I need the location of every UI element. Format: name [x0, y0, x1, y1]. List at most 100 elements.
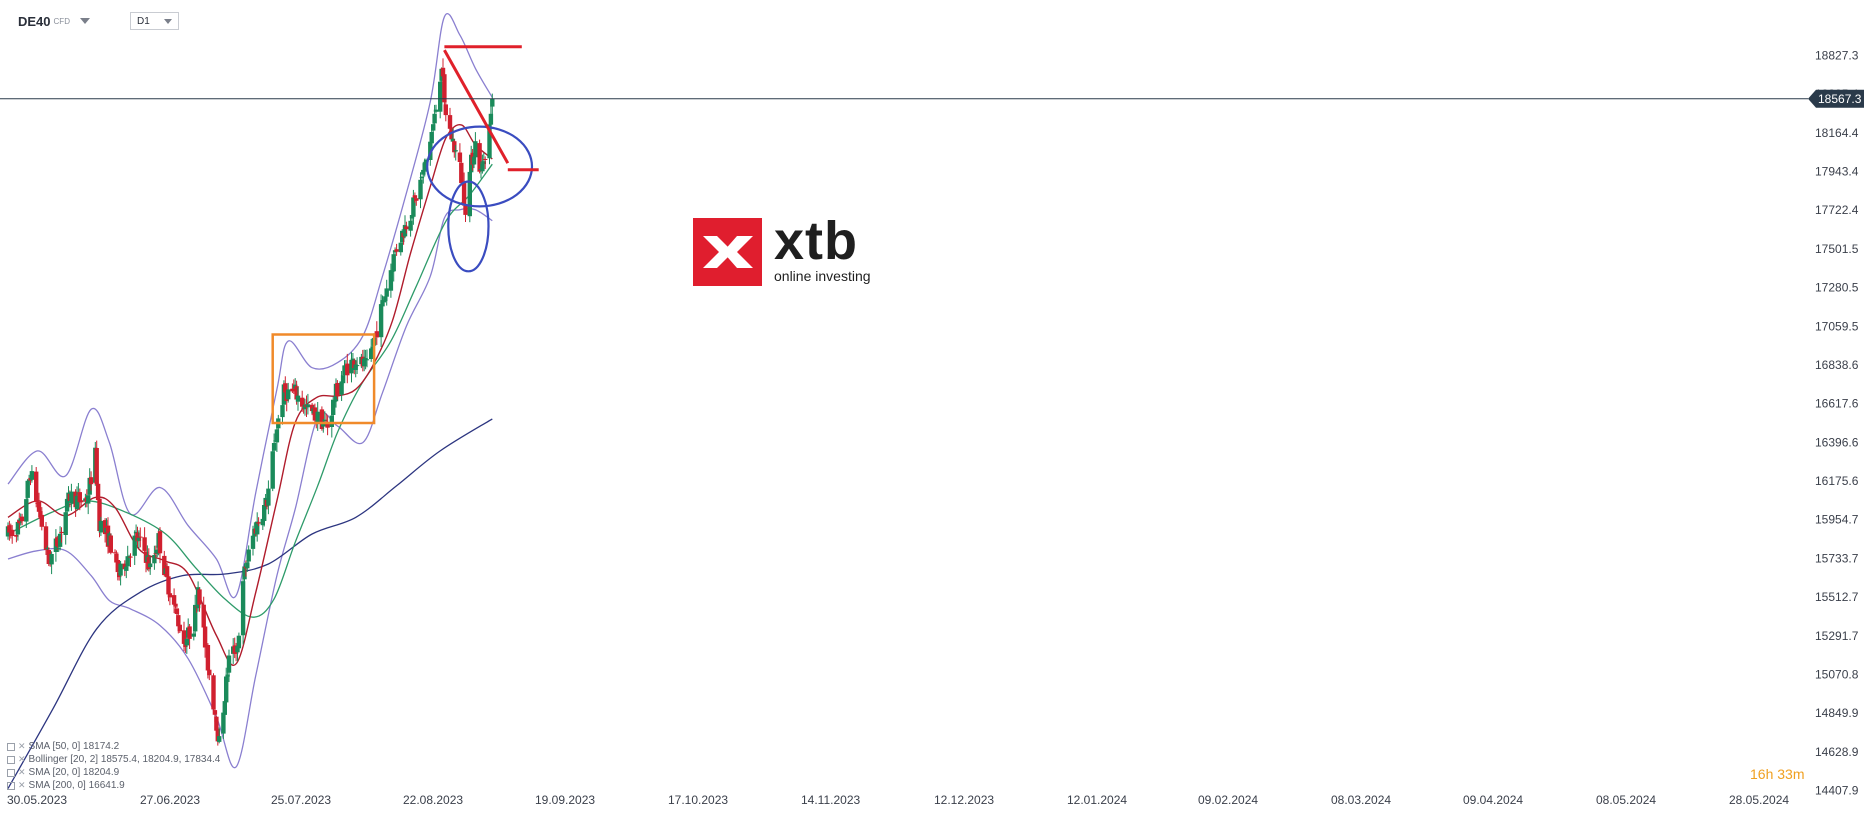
candle-body — [128, 556, 133, 558]
close-icon[interactable]: ✕ — [18, 780, 26, 790]
candle-body — [483, 159, 488, 160]
candle-body — [10, 529, 15, 536]
candle-up — [473, 132, 478, 162]
y-tick-label: 17943.4 — [1815, 165, 1859, 179]
y-tick-label: 15070.8 — [1815, 667, 1859, 681]
indicator-settings-icon[interactable] — [7, 781, 15, 790]
symbol-tag: CFD — [53, 16, 70, 26]
indicator-legend: ✕ SMA [50, 0] 18174.2 ✕ Bollinger [20, 2] … — [7, 740, 220, 792]
candle-up — [191, 631, 196, 641]
chevron-down-icon — [163, 18, 172, 24]
x-tick-label: 12.01.2024 — [1067, 793, 1127, 807]
candle-body — [374, 331, 379, 338]
candle-body — [142, 537, 147, 551]
legend-item[interactable]: ✕ SMA [200, 0] 16641.9 — [7, 779, 220, 792]
candle-body — [69, 491, 74, 504]
candle-body — [353, 364, 358, 370]
candle-up — [25, 478, 30, 502]
candle-body — [162, 555, 167, 576]
indicator-settings-icon[interactable] — [7, 768, 15, 777]
candles — [5, 58, 495, 746]
candle-body — [402, 225, 408, 237]
candle-body — [59, 531, 64, 534]
close-icon[interactable]: ✕ — [18, 767, 26, 777]
logo-mark-icon — [693, 218, 762, 286]
candle-body — [271, 443, 277, 451]
indicator-settings-icon[interactable] — [7, 742, 15, 751]
candle-body — [440, 67, 446, 77]
legend-label: Bollinger [20, 2] 18575.4, 18204.9, 1783… — [28, 754, 221, 765]
logo-word: xtb — [774, 211, 858, 271]
close-icon[interactable]: ✕ — [18, 741, 26, 751]
candle-down — [10, 525, 15, 544]
candle-body — [432, 113, 437, 124]
candle-up — [255, 512, 260, 542]
candle-down — [167, 588, 173, 606]
candle-up — [217, 727, 222, 744]
candle-up — [481, 152, 486, 172]
timeframe-select[interactable]: D1 — [129, 12, 179, 30]
x-tick-label: 28.05.2024 — [1729, 793, 1789, 807]
candle-up — [271, 433, 277, 458]
candle-down — [59, 527, 64, 543]
candle-body — [266, 488, 271, 506]
candle-down — [88, 471, 94, 491]
candle-down — [177, 615, 182, 633]
candle-body — [45, 547, 50, 549]
xtb-logo: xtb online investing — [693, 211, 871, 286]
candle-body — [34, 471, 39, 503]
y-tick-label: 17059.5 — [1815, 319, 1859, 333]
candle-body — [155, 549, 160, 554]
candle-body — [174, 608, 180, 614]
x-tick-label: 25.07.2023 — [271, 793, 331, 807]
candle-body — [281, 384, 287, 405]
candle-body — [473, 141, 478, 158]
candle-body — [459, 162, 464, 184]
candle-up — [132, 530, 137, 565]
candle-up — [467, 167, 472, 223]
indicator-settings-icon[interactable] — [7, 755, 15, 764]
chart-toolbar: DE40 CFD D1 — [18, 10, 179, 32]
candle-body — [408, 220, 413, 231]
symbol-label: DE40 — [18, 13, 51, 29]
y-tick-label: 17722.4 — [1815, 203, 1859, 217]
candle-down — [34, 467, 39, 508]
candle-up — [224, 667, 229, 707]
candle-down — [394, 243, 399, 256]
candle-up — [432, 104, 437, 129]
candle-body — [421, 169, 426, 175]
candle-body — [157, 531, 163, 554]
highlight-ellipse — [447, 180, 490, 273]
candle-body — [335, 383, 340, 397]
candle-body — [38, 511, 43, 518]
candle-body — [242, 566, 247, 580]
candle-down — [108, 533, 113, 555]
candle-up — [429, 129, 434, 145]
candle-body — [221, 712, 226, 734]
candle-body — [246, 549, 251, 562]
candle-body — [438, 81, 443, 112]
price-badge-bg — [1808, 89, 1864, 108]
symbol-dropdown-icon[interactable] — [79, 18, 90, 24]
y-tick-label: 16396.6 — [1815, 435, 1859, 449]
candle-body — [222, 701, 227, 715]
candle-down — [374, 321, 379, 345]
candle-body — [217, 736, 222, 742]
candle-body — [56, 548, 61, 550]
candle-body — [36, 502, 42, 512]
candle-body — [108, 535, 113, 553]
candle-body — [363, 358, 368, 360]
legend-item[interactable]: ✕ SMA [20, 0] 18204.9 — [7, 766, 220, 779]
candle-body — [463, 205, 468, 215]
y-tick-label: 15291.7 — [1815, 629, 1859, 643]
candle-body — [391, 254, 396, 272]
candle-body — [309, 404, 315, 412]
candle-body — [24, 499, 29, 522]
candle-body — [487, 124, 492, 159]
legend-item[interactable]: ✕ Bollinger [20, 2] 18575.4, 18204.9, 178… — [7, 753, 220, 766]
close-icon[interactable]: ✕ — [18, 754, 26, 764]
legend-item[interactable]: ✕ SMA [50, 0] 18174.2 — [7, 740, 220, 753]
candle-down — [319, 406, 325, 431]
candle-up — [148, 556, 153, 575]
